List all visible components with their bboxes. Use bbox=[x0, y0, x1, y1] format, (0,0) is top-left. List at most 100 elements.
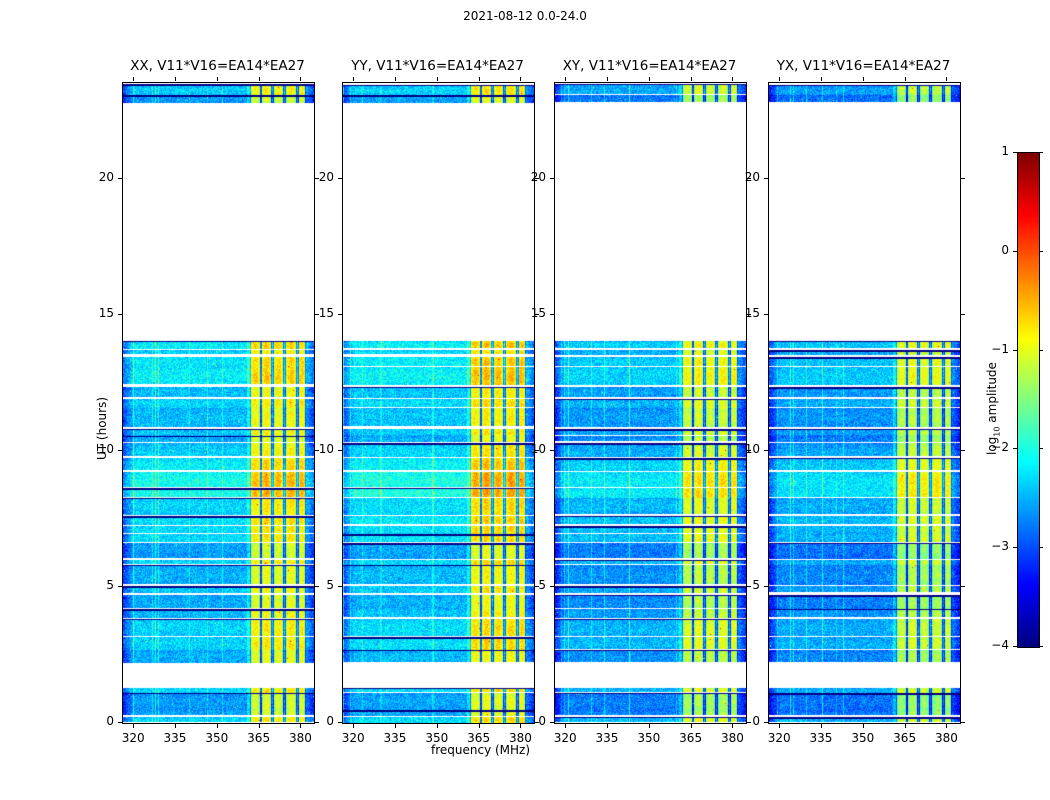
waterfall-panel-yy[interactable] bbox=[342, 82, 535, 724]
x-tick-label: 365 bbox=[247, 731, 271, 745]
colorbar-tick-mark bbox=[1039, 350, 1043, 351]
x-tick-mark bbox=[905, 724, 906, 728]
x-tick-label: 320 bbox=[121, 731, 145, 745]
colorbar-tick-label: −4 bbox=[991, 638, 1009, 652]
x-tick-mark bbox=[175, 724, 176, 728]
colorbar-tick-mark bbox=[1013, 350, 1017, 351]
y-tick-label: 0 bbox=[538, 714, 546, 728]
y-tick-label: 15 bbox=[530, 305, 546, 320]
y-tick-mark bbox=[747, 722, 751, 723]
y-tick-mark bbox=[961, 450, 965, 451]
y-tick-mark bbox=[764, 722, 768, 723]
x-tick-mark bbox=[691, 77, 692, 81]
y-tick-label: 0 bbox=[752, 714, 760, 728]
y-tick-mark bbox=[764, 586, 768, 587]
y-tick-mark bbox=[118, 450, 122, 451]
x-tick-mark bbox=[779, 724, 780, 728]
x-tick-mark bbox=[437, 77, 438, 81]
x-tick-mark bbox=[217, 724, 218, 728]
colorbar-tick-label: 0 bbox=[1001, 242, 1009, 257]
x-tick-mark bbox=[779, 77, 780, 81]
y-tick-label: 10 bbox=[98, 441, 114, 456]
x-tick-label: 335 bbox=[809, 731, 833, 745]
y-tick-mark bbox=[338, 178, 342, 179]
y-tick-label: 15 bbox=[744, 305, 760, 320]
panel-title-xy: XY, V11*V16=EA14*EA27 bbox=[562, 58, 737, 74]
colorbar-tick-mark bbox=[1013, 251, 1017, 252]
y-tick-mark bbox=[535, 722, 539, 723]
x-tick-mark bbox=[946, 77, 947, 81]
y-tick-mark bbox=[118, 722, 122, 723]
colorbar-label: log10 amplitude bbox=[985, 362, 1002, 455]
x-tick-mark bbox=[863, 724, 864, 728]
x-axis-label: frequency (MHz) bbox=[431, 743, 531, 757]
x-tick-label: 380 bbox=[720, 731, 744, 745]
colorbar-tick-label: −3 bbox=[991, 539, 1009, 554]
x-tick-label: 320 bbox=[341, 731, 365, 745]
x-tick-mark bbox=[353, 77, 354, 81]
x-tick-mark bbox=[217, 77, 218, 81]
waterfall-panel-yx[interactable] bbox=[768, 82, 961, 724]
x-tick-label: 320 bbox=[767, 731, 791, 745]
x-tick-label: 335 bbox=[163, 731, 187, 745]
x-tick-mark bbox=[732, 77, 733, 81]
y-tick-label: 20 bbox=[744, 169, 760, 184]
x-tick-mark bbox=[946, 724, 947, 728]
colorbar-tick-mark bbox=[1039, 646, 1043, 647]
colorbar-tick-mark bbox=[1013, 646, 1017, 647]
x-tick-label: 365 bbox=[679, 731, 703, 745]
y-tick-label: 20 bbox=[530, 169, 546, 184]
y-tick-mark bbox=[550, 586, 554, 587]
waterfall-panel-xx[interactable] bbox=[122, 82, 315, 724]
x-tick-mark bbox=[863, 77, 864, 81]
y-tick-label: 20 bbox=[98, 169, 114, 184]
x-tick-label: 350 bbox=[425, 731, 449, 745]
x-tick-mark bbox=[395, 724, 396, 728]
x-tick-mark bbox=[259, 77, 260, 81]
y-tick-mark bbox=[961, 314, 965, 315]
y-tick-mark bbox=[764, 450, 768, 451]
x-tick-label: 320 bbox=[553, 731, 577, 745]
y-tick-mark bbox=[315, 722, 319, 723]
x-tick-mark bbox=[479, 724, 480, 728]
x-tick-label: 335 bbox=[383, 731, 407, 745]
x-tick-mark bbox=[520, 724, 521, 728]
colorbar bbox=[1017, 152, 1040, 648]
y-tick-mark bbox=[315, 586, 319, 587]
x-tick-label: 350 bbox=[851, 731, 875, 745]
x-tick-label: 380 bbox=[508, 731, 532, 745]
y-tick-mark bbox=[764, 178, 768, 179]
y-tick-mark bbox=[550, 314, 554, 315]
x-tick-mark bbox=[259, 724, 260, 728]
y-tick-mark bbox=[118, 178, 122, 179]
y-tick-label: 10 bbox=[744, 441, 760, 456]
x-tick-mark bbox=[607, 724, 608, 728]
panel-title-yx: YX, V11*V16=EA14*EA27 bbox=[776, 58, 951, 74]
y-tick-mark bbox=[961, 178, 965, 179]
x-tick-mark bbox=[133, 77, 134, 81]
colorbar-tick-mark bbox=[1039, 251, 1043, 252]
y-tick-label: 15 bbox=[98, 305, 114, 320]
x-tick-mark bbox=[905, 77, 906, 81]
colorbar-tick-mark bbox=[1039, 547, 1043, 548]
x-tick-mark bbox=[395, 77, 396, 81]
y-tick-mark bbox=[961, 586, 965, 587]
y-tick-label: 5 bbox=[752, 577, 760, 592]
y-tick-mark bbox=[118, 314, 122, 315]
colorbar-tick-label: −1 bbox=[991, 341, 1009, 356]
waterfall-panel-xy[interactable] bbox=[554, 82, 747, 724]
y-tick-mark bbox=[747, 586, 751, 587]
x-tick-mark bbox=[821, 77, 822, 81]
x-tick-mark bbox=[565, 724, 566, 728]
y-tick-mark bbox=[747, 314, 751, 315]
y-tick-mark bbox=[535, 314, 539, 315]
y-tick-mark bbox=[338, 586, 342, 587]
x-tick-mark bbox=[691, 724, 692, 728]
y-tick-label: 0 bbox=[106, 714, 114, 728]
x-tick-mark bbox=[732, 724, 733, 728]
x-tick-label: 350 bbox=[637, 731, 661, 745]
y-tick-mark bbox=[747, 450, 751, 451]
x-tick-mark bbox=[300, 724, 301, 728]
x-tick-label: 335 bbox=[595, 731, 619, 745]
